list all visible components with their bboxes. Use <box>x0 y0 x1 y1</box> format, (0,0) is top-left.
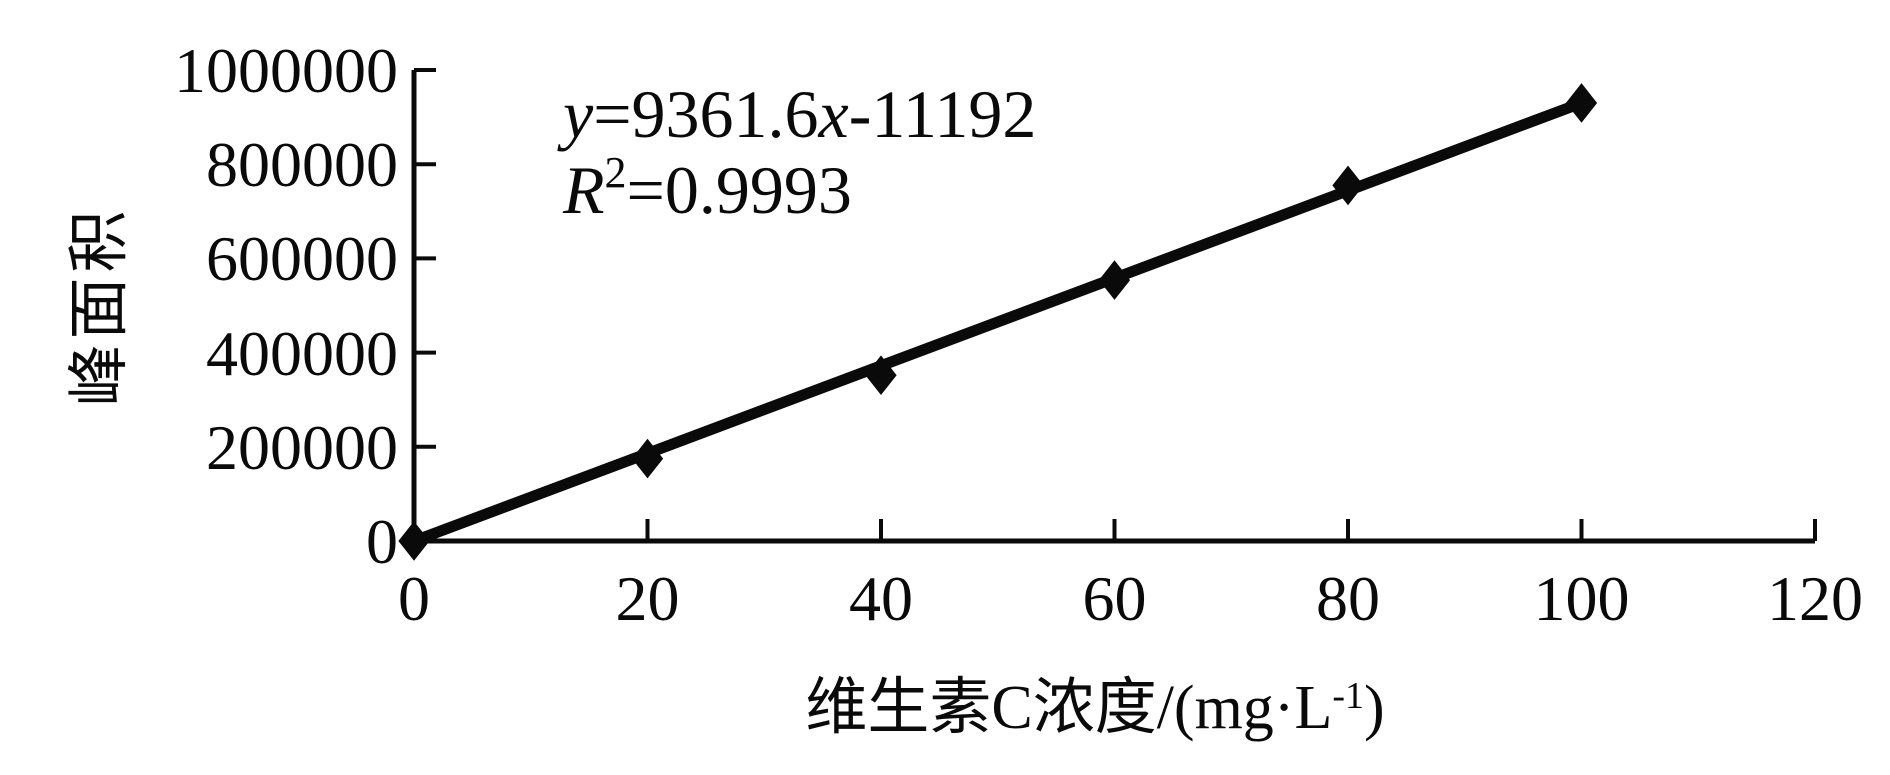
x-tick-label: 0 <box>398 563 430 634</box>
data-point-marker <box>1565 83 1598 123</box>
y-tick-label: 200000 <box>206 412 398 483</box>
data-point-marker <box>1332 165 1364 206</box>
x-axis-title-close-paren: ) <box>1364 674 1385 742</box>
trend-line <box>408 97 1587 547</box>
y-axis-title: 峰面积 <box>66 205 134 406</box>
x-axis-title-superscript: -1 <box>1332 675 1364 717</box>
data-point-marker <box>865 355 897 396</box>
y-tick-label: 400000 <box>206 318 398 389</box>
equation-slope-part: =9361.6 <box>593 76 818 152</box>
r-symbol: R <box>562 152 605 228</box>
y-tick-label: 600000 <box>206 223 398 294</box>
data-point-marker <box>631 438 664 479</box>
x-tick-label: 60 <box>1083 563 1147 634</box>
y-tick-label: 800000 <box>206 129 398 200</box>
x-tick-label: 120 <box>1767 563 1863 634</box>
x-tick-label: 100 <box>1534 563 1630 634</box>
equation-intercept-part: -11192 <box>849 76 1037 152</box>
data-point-marker <box>398 521 430 561</box>
regression-equation: y=9361.6x-11192 <box>557 76 1036 152</box>
r-squared-annotation: R2=0.9993 <box>562 148 852 228</box>
plot-geometry <box>398 68 1817 561</box>
equation-y-variable: y <box>557 76 594 152</box>
x-tick-label: 80 <box>1316 563 1380 634</box>
x-tick-label: 20 <box>616 563 680 634</box>
data-point-marker <box>1098 260 1131 300</box>
y-tick-label: 0 <box>366 506 398 577</box>
x-axis-title: 维生素C浓度/(mg·L-1) <box>805 674 1384 742</box>
r-exponent: 2 <box>605 148 627 197</box>
r-value: =0.9993 <box>627 152 852 228</box>
y-tick-label: 1000000 <box>174 35 398 106</box>
x-tick-label: 40 <box>849 563 913 634</box>
x-axis-title-main: 维生素C浓度/(mg·L <box>805 674 1332 742</box>
equation-x-variable: x <box>818 76 849 152</box>
